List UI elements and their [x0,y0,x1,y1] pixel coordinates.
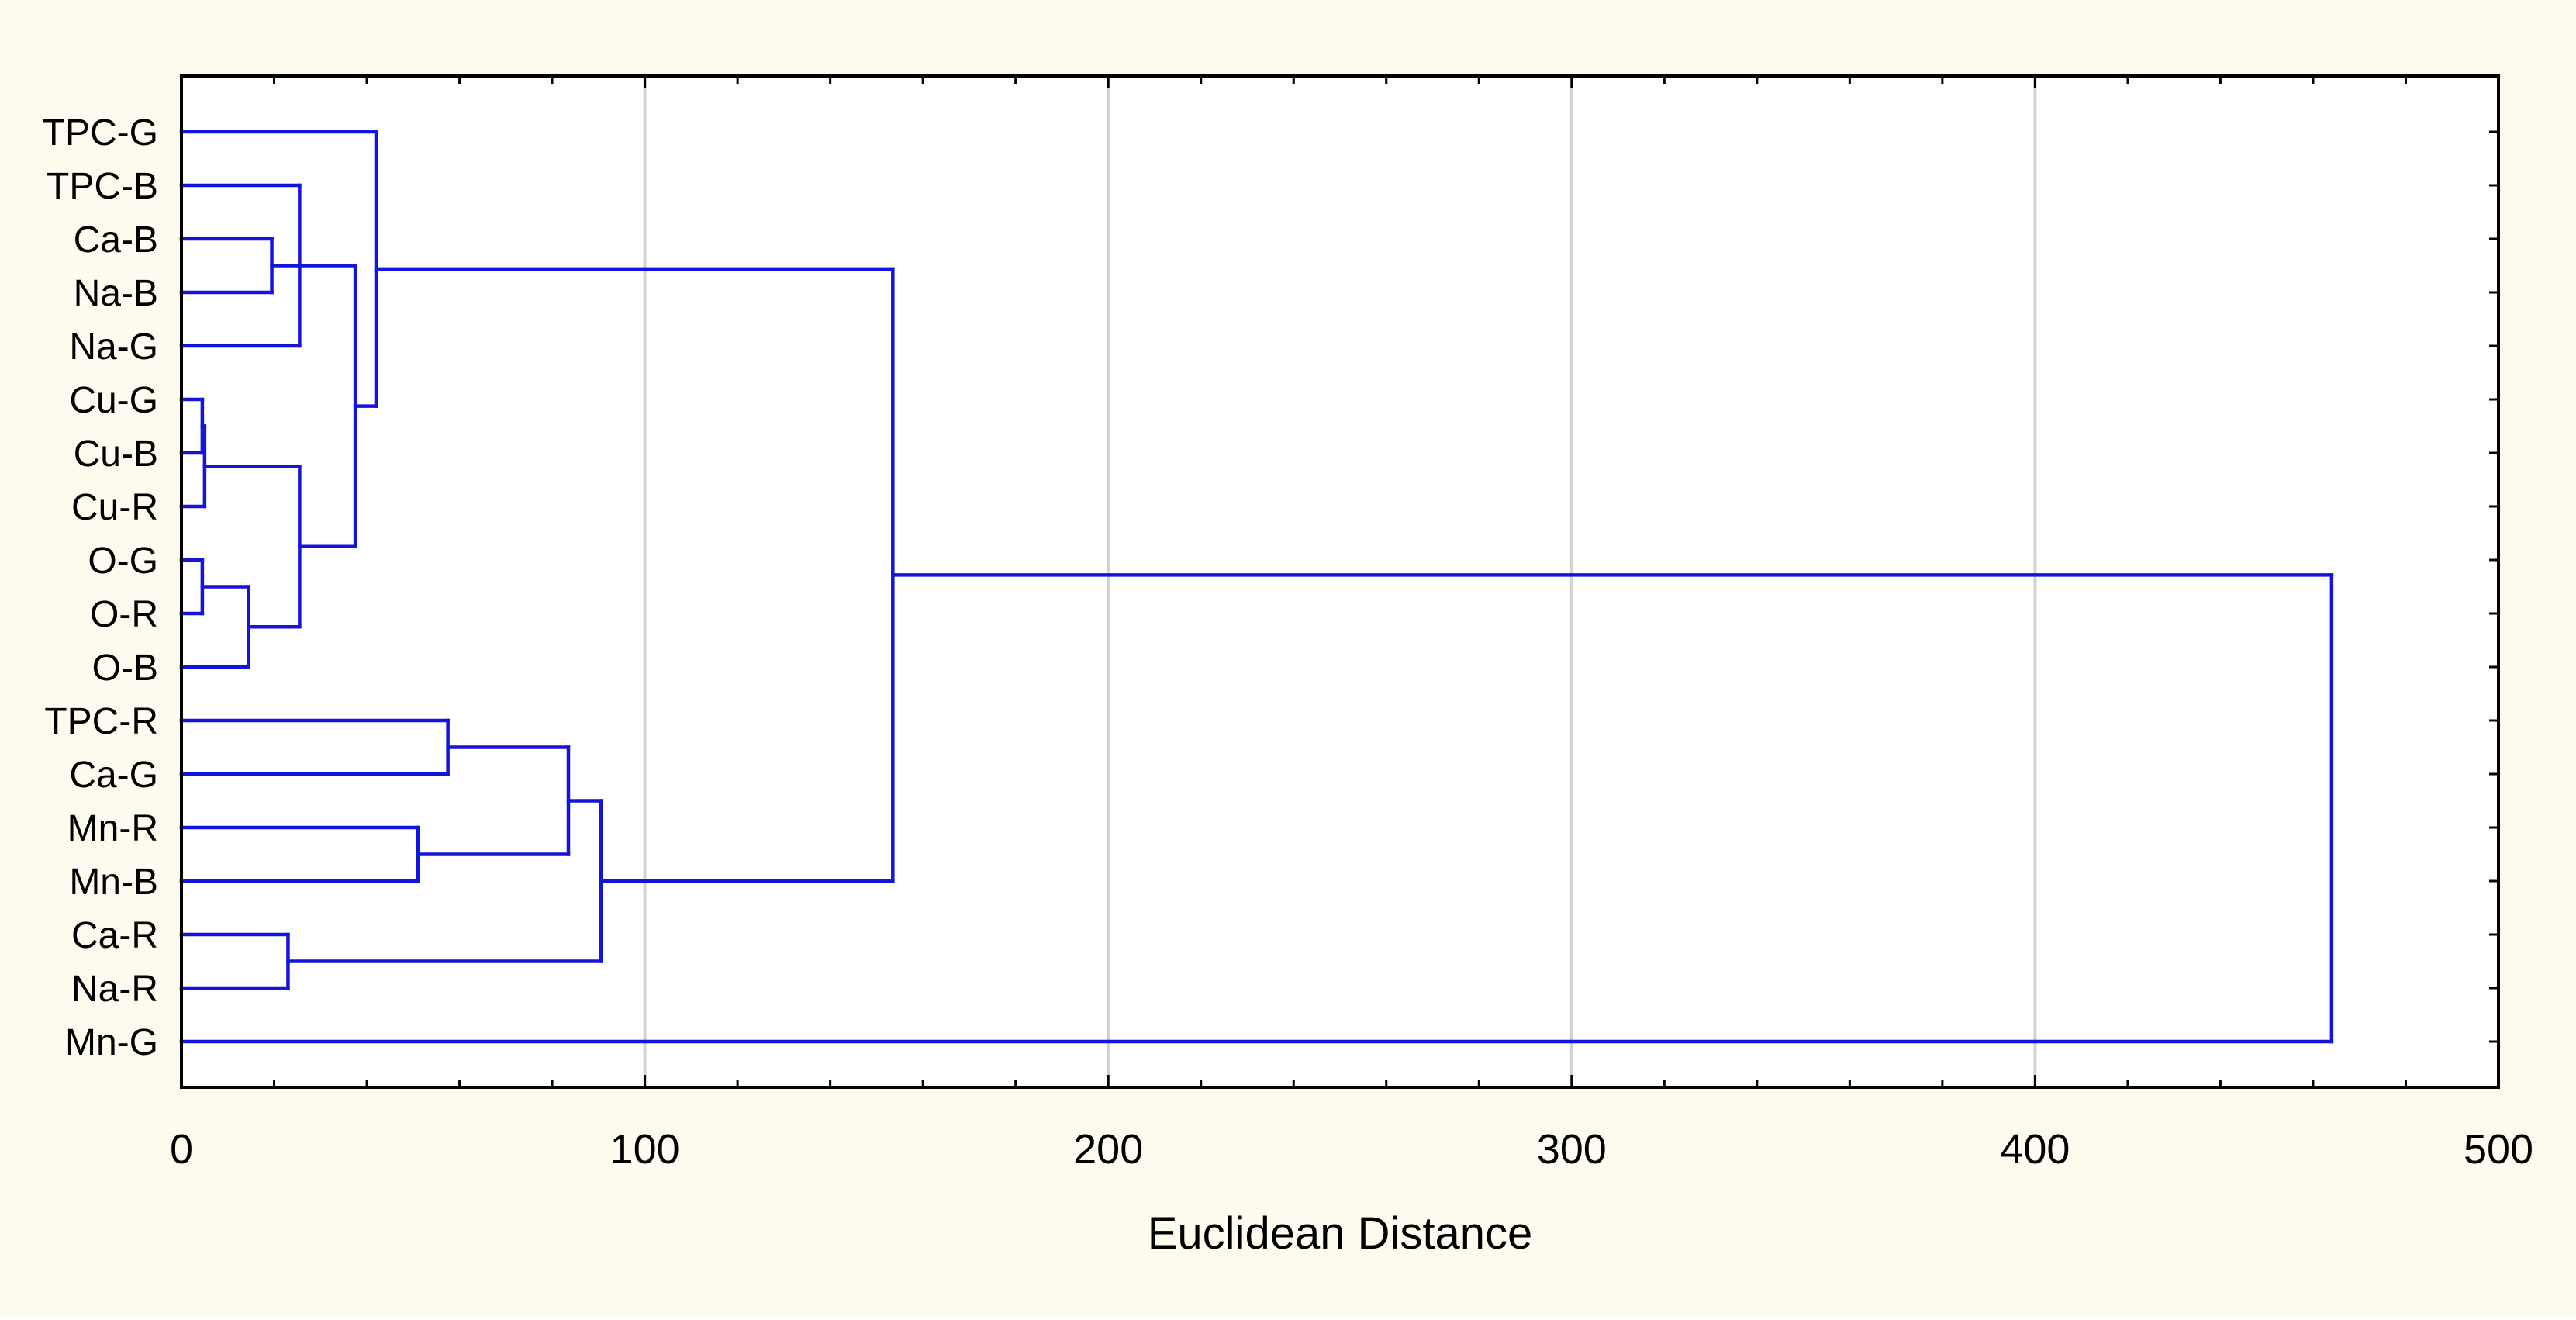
x-tick-label: 500 [2464,1126,2533,1173]
leaf-label: Na-R [71,969,158,1010]
dendrogram-links [179,130,2334,1044]
grid-lines [643,76,2037,1087]
x-tick-label: 200 [1073,1126,1143,1173]
leaf-label: TPC-B [47,166,158,207]
plot-area [181,76,2498,1087]
x-tick-label: 300 [1537,1126,1607,1173]
leaf-label: Cu-B [74,434,158,475]
x-axis-ticks: 0 100 200 300 400 500 [170,1126,2533,1173]
x-tick-label: 100 [610,1126,680,1173]
leaf-label: Mn-G [65,1022,158,1063]
leaf-labels: TPC-G TPC-B Ca-B Na-B Na-G Cu-G Cu-B Cu-R O-G O-R… [43,112,158,1063]
x-axis-title: Euclidean Distance [1148,1208,1533,1259]
leaf-label: TPC-G [43,112,158,154]
leaf-label: Mn-R [67,808,158,849]
leaf-label: Ca-R [71,915,158,956]
leaf-label: O-B [92,648,158,689]
x-tick-label: 400 [2000,1126,2070,1173]
leaf-label: O-R [90,594,158,635]
leaf-label: Cu-G [69,380,158,421]
leaf-label: Ca-G [69,755,158,796]
leaf-label: O-G [88,541,158,582]
leaf-label: Cu-R [71,487,158,528]
leaf-label: Na-B [74,273,158,314]
plot-frame [180,74,2500,1089]
leaf-label: Ca-B [74,219,158,261]
leaf-label: Mn-B [69,862,158,903]
leaf-label: TPC-R [44,701,158,742]
x-tick-label: 0 [170,1126,193,1173]
leaf-label: Na-G [69,327,158,368]
